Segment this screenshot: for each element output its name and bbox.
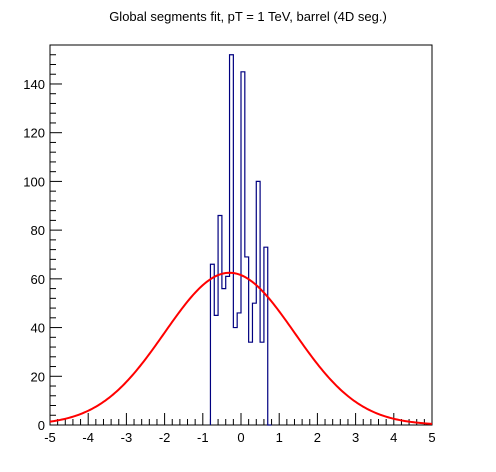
y-tick-label: 100 [23,174,45,189]
y-tick-label: 80 [31,223,45,238]
y-tick-label: 40 [31,321,45,336]
x-tick-label: -4 [82,430,94,445]
x-tick-label: -1 [197,430,209,445]
y-tick-label: 60 [31,272,45,287]
x-axis: -5 -4 -3 -2 -1 0 1 2 3 4 5 [44,413,436,445]
x-tick-label: -3 [121,430,133,445]
x-tick-label: -5 [44,430,56,445]
y-tick-label: 140 [23,77,45,92]
x-tick-label: 1 [276,430,283,445]
y-tick-label: 120 [23,126,45,141]
x-tick-label: 3 [352,430,359,445]
chart-title: Global segments fit, pT = 1 TeV, barrel … [109,9,387,24]
y-tick-label: 20 [31,369,45,384]
y-tick-label: 0 [38,418,45,433]
x-tick-label: 2 [314,430,321,445]
gaussian-fit-curve [49,271,433,425]
x-tick-label: 5 [428,430,435,445]
y-axis: 0 20 40 60 80 100 120 140 [23,44,62,433]
x-tick-label: 0 [237,430,244,445]
x-tick-label: 4 [390,430,397,445]
histogram-series [209,54,272,426]
x-tick-label: -2 [159,430,171,445]
